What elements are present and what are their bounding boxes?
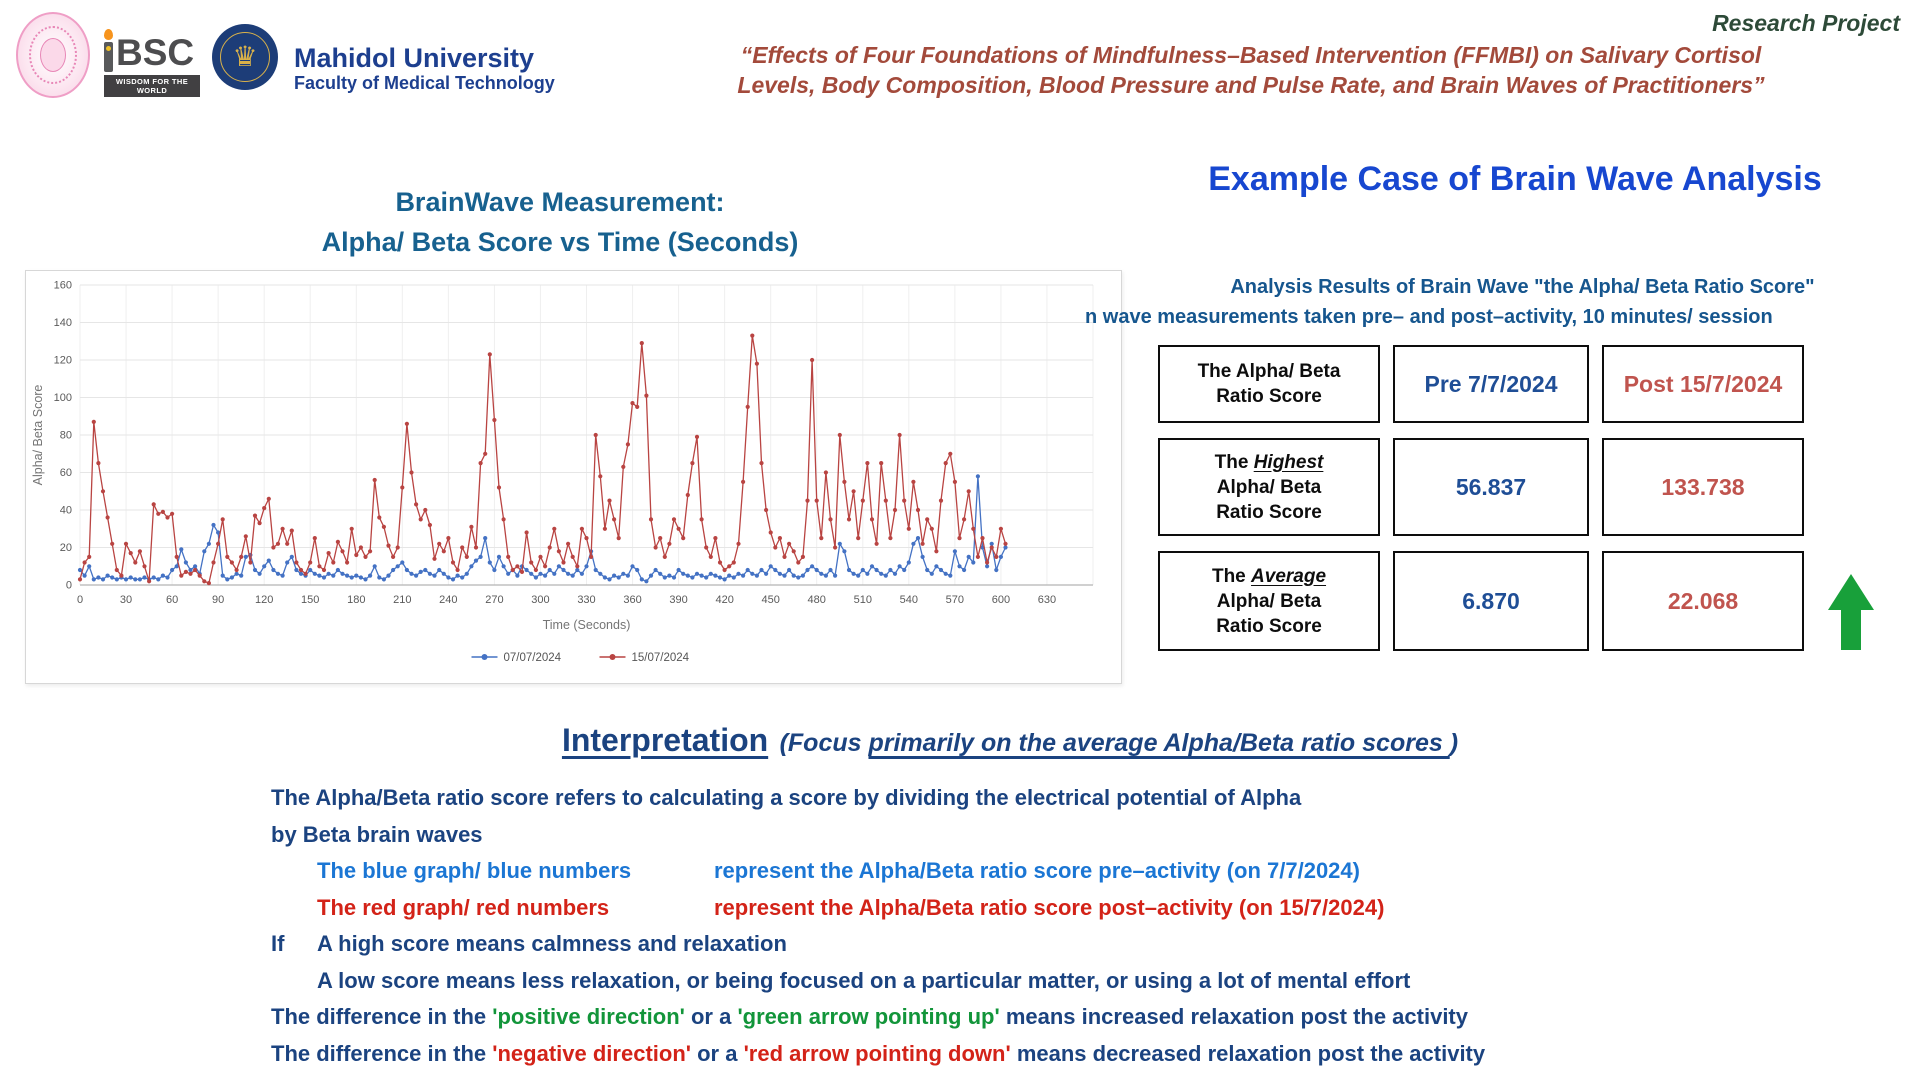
analysis-subtitle-line1: Analysis Results of Brain Wave "the Alph… <box>1230 276 1815 298</box>
svg-text:Time (Seconds): Time (Seconds) <box>543 618 631 632</box>
interp-line-red: The red graph/ red numbers represent the … <box>317 894 1385 920</box>
example-case-heading: Example Case of Brain Wave Analysis <box>1208 160 1822 198</box>
interpretation-focus-note: (Focus primarily on the average Alpha/Be… <box>779 729 1459 757</box>
faculty-name: Faculty of Medical Technology <box>294 73 555 93</box>
interp-line-blue: The blue graph/ blue numbers represent th… <box>317 858 1360 883</box>
interp-line-low: A low score means less relaxation, or be… <box>317 967 1411 993</box>
table-row-highest-pre-cell: 56.837 <box>1393 438 1589 536</box>
table-header-post-cell: Post 15/7/2024 <box>1602 345 1804 423</box>
interp-line-definition2: by Beta brain waves <box>271 821 483 847</box>
svg-text:90: 90 <box>212 594 224 606</box>
svg-text:390: 390 <box>669 594 687 606</box>
pink-seal-logo <box>16 12 90 98</box>
svg-text:360: 360 <box>623 594 641 606</box>
svg-text:510: 510 <box>854 594 872 606</box>
ibsc-logo: BSC WISDOM FOR THE WORLD <box>104 28 200 97</box>
chart-title-line1: BrainWave Measurement: <box>395 187 725 217</box>
svg-text:480: 480 <box>808 594 826 606</box>
svg-text:120: 120 <box>54 355 72 367</box>
interpretation-body: The Alpha/Beta ratio score refers to cal… <box>271 780 1831 1072</box>
candle-icon <box>104 29 113 72</box>
svg-text:540: 540 <box>900 594 918 606</box>
svg-text:210: 210 <box>393 594 411 606</box>
university-name: Mahidol University <box>294 43 535 73</box>
svg-text:160: 160 <box>54 280 72 292</box>
research-project-label: Research Project <box>1712 10 1900 36</box>
project-title-quote: “Effects of Four Foundations of Mindfuln… <box>600 40 1902 100</box>
svg-text:60: 60 <box>166 594 178 606</box>
svg-text:15/07/2024: 15/07/2024 <box>632 652 690 664</box>
pink-seal-inner-ring <box>29 26 77 84</box>
svg-text:30: 30 <box>120 594 132 606</box>
svg-text:270: 270 <box>485 594 503 606</box>
green-up-arrow-icon <box>1828 574 1874 650</box>
svg-text:40: 40 <box>60 505 72 517</box>
svg-text:570: 570 <box>946 594 964 606</box>
mahidol-emblem-logo: ♛ <box>212 24 278 90</box>
svg-text:150: 150 <box>301 594 319 606</box>
brainwave-chart-svg: 0 20 40 60 80 100 120 140 160 0 30 60 90 120 150 180 210… <box>31 280 1094 664</box>
svg-text:120: 120 <box>255 594 273 606</box>
svg-text:630: 630 <box>1038 594 1056 606</box>
ibsc-banner-text: WISDOM FOR THE WORLD <box>104 75 200 97</box>
svg-text:180: 180 <box>347 594 365 606</box>
table-row-highest-post-cell: 133.738 <box>1602 438 1804 536</box>
university-name-block: Mahidol University Faculty of Medical Te… <box>294 44 555 94</box>
svg-text:0: 0 <box>66 580 72 592</box>
brainwave-chart-card: 0 20 40 60 80 100 120 140 160 0 30 60 90 120 150 180 210… <box>25 270 1122 684</box>
svg-text:240: 240 <box>439 594 457 606</box>
interp-line-negative: The difference in the 'negative directio… <box>271 1040 1486 1066</box>
svg-text:140: 140 <box>54 317 72 329</box>
ibsc-logo-text: BSC <box>116 32 195 73</box>
svg-text:300: 300 <box>531 594 549 606</box>
analysis-subtitle-line2: n wave measurements taken pre– and post–… <box>1085 306 1773 328</box>
crown-icon: ♛ <box>232 40 258 73</box>
project-title-quote-line1: “Effects of Four Foundations of Mindfuln… <box>740 42 1762 68</box>
svg-text:420: 420 <box>715 594 733 606</box>
interpretation-heading: Interpretation (Focus primarily on the a… <box>360 722 1660 759</box>
chart-title: BrainWave Measurement: Alpha/ Beta Score… <box>120 182 1000 262</box>
svg-text:07/07/2024: 07/07/2024 <box>504 652 562 664</box>
interp-line-positive: The difference in the 'positive directio… <box>271 1004 1468 1029</box>
pink-seal-core <box>40 38 66 72</box>
svg-text:100: 100 <box>54 392 72 404</box>
table-row-average-label-cell: The Average Alpha/ Beta Ratio Score <box>1158 551 1380 651</box>
table-header-label-cell: The Alpha/ Beta Ratio Score <box>1158 345 1380 423</box>
table-row-highest-label-cell: The Highest Alpha/ Beta Ratio Score <box>1158 438 1380 536</box>
svg-text:450: 450 <box>762 594 780 606</box>
table-header-pre-cell: Pre 7/7/2024 <box>1393 345 1589 423</box>
table-row-average-pre-cell: 6.870 <box>1393 551 1589 651</box>
svg-text:80: 80 <box>60 430 72 442</box>
interpretation-title: Interpretation <box>561 722 769 758</box>
interp-line-definition1: The Alpha/Beta ratio score refers to cal… <box>271 785 1302 810</box>
interp-line-high: If A high score means calmness and relaxa… <box>271 931 787 956</box>
score-table: The Alpha/ Beta Ratio Score Pre 7/7/2024… <box>1158 345 1804 651</box>
svg-text:0: 0 <box>77 594 83 606</box>
chart-title-line2: Alpha/ Beta Score vs Time (Seconds) <box>321 227 799 257</box>
svg-text:600: 600 <box>992 594 1010 606</box>
project-title-quote-line2: Levels, Body Composition, Blood Pressure… <box>737 72 1765 98</box>
svg-text:60: 60 <box>60 467 72 479</box>
mahidol-emblem-ring: ♛ <box>220 32 270 82</box>
table-row-average-post-cell: 22.068 <box>1602 551 1804 651</box>
svg-text:330: 330 <box>577 594 595 606</box>
svg-text:Alpha/ Beta Score: Alpha/ Beta Score <box>31 385 45 486</box>
svg-text:20: 20 <box>60 542 72 554</box>
